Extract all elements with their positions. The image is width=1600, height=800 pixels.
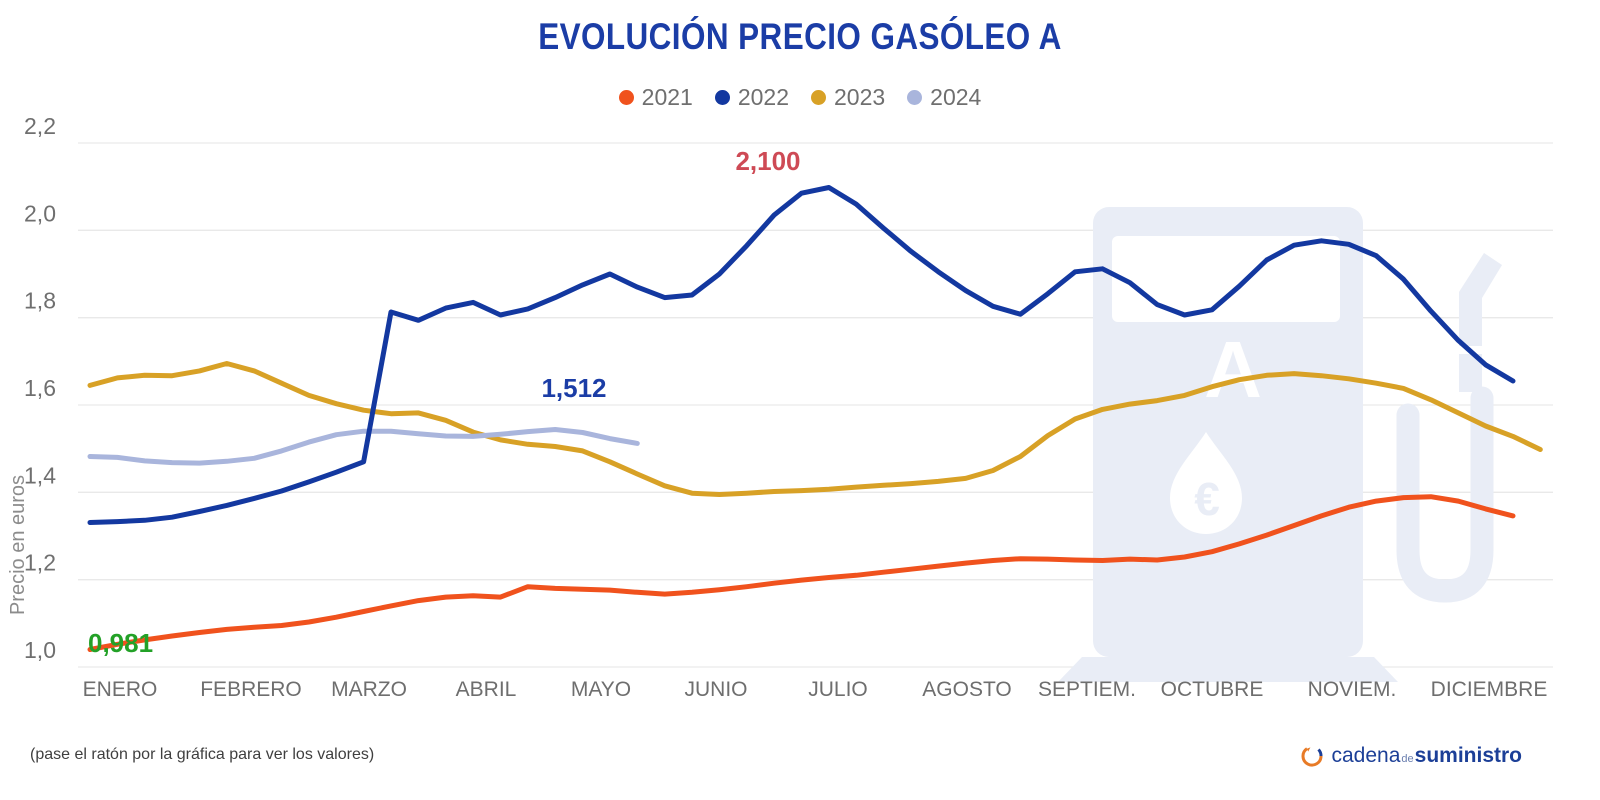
legend-dot-2021	[618, 90, 634, 105]
watermark-pump-base	[1058, 657, 1398, 682]
legend-label-2023: 2023	[834, 84, 886, 110]
y-tick-label-2,2: 2,2	[24, 113, 56, 139]
y-axis-title: Precio en euros	[7, 475, 29, 615]
legend-item-2022[interactable]: 2022	[714, 84, 789, 111]
x-month-label-JUNIO: JUNIO	[685, 678, 748, 701]
chart-legend: 2021 2022 2023 2024	[0, 84, 1600, 111]
x-month-label-JULIO: JULIO	[808, 678, 868, 701]
logo-word-suministro: suministro	[1414, 744, 1522, 767]
x-month-label-ABRIL: ABRIL	[456, 678, 517, 701]
y-tick-label-1,0: 1,0	[24, 637, 56, 663]
watermark-nozzle	[1459, 253, 1502, 346]
y-tick-label-2,0: 2,0	[24, 200, 56, 226]
watermark-pump-screen	[1112, 236, 1340, 322]
plot-area[interactable]	[78, 143, 1553, 667]
x-month-label-DICIEMBRE: DICIEMBRE	[1431, 678, 1548, 701]
watermark-euro-icon: €	[1194, 473, 1220, 525]
x-month-label-SEPTIEM.: SEPTIEM.	[1038, 678, 1136, 701]
y-tick-label-1,6: 1,6	[24, 375, 56, 401]
legend-dot-2023	[811, 90, 826, 105]
annotation-2021-value: 0,981	[88, 628, 153, 658]
watermark-hose	[1396, 386, 1494, 603]
legend-item-2023[interactable]: 2023	[811, 84, 885, 111]
annotation-2022-value: 2,100	[735, 146, 800, 176]
y-tick-label-1,8: 1,8	[24, 288, 56, 314]
x-month-label-NOVIEM.: NOVIEM.	[1308, 678, 1397, 701]
hover-hint-text: (pase el ratón por la gráfica para ver l…	[30, 746, 375, 763]
logo-word-cadena: cadena	[1331, 744, 1401, 767]
x-month-label-AGOSTO: AGOSTO	[922, 678, 1011, 701]
series-line-2023[interactable]	[87, 361, 1543, 497]
page-title-text: EVOLUCIÓN PRECIO GASÓLEO A	[538, 16, 1062, 57]
x-month-label-MARZO: MARZO	[331, 678, 407, 701]
watermark-droplet-icon	[1170, 432, 1242, 534]
legend-label-2021: 2021	[641, 84, 693, 110]
logo-circular-arrows-icon	[1302, 747, 1323, 767]
legend-dot-2022	[714, 90, 730, 105]
annotation-2024-value: 1,512	[541, 373, 606, 403]
legend-item-2024[interactable]: 2024	[907, 84, 981, 111]
series-line-2021[interactable]	[87, 494, 1516, 652]
x-month-label-FEBRERO: FEBRERO	[200, 678, 302, 701]
legend-label-2024: 2024	[930, 84, 982, 110]
legend-label-2022: 2022	[737, 84, 789, 110]
y-tick-label-1,2: 1,2	[24, 550, 56, 576]
series-line-2022[interactable]	[87, 185, 1516, 525]
legend-dot-2024	[907, 90, 923, 105]
series-line-2024[interactable]	[87, 427, 640, 466]
watermark-nozzle-joint	[1459, 354, 1482, 392]
y-tick-label-1,4: 1,4	[24, 462, 56, 488]
watermark-letter-a: A	[1204, 325, 1262, 414]
logo-word-de: de	[1401, 753, 1414, 765]
legend-item-2021[interactable]: 2021	[618, 84, 693, 111]
x-month-label-ENERO: ENERO	[83, 678, 158, 701]
logo-wordmark: cadena de suministro	[1331, 744, 1522, 768]
x-month-label-MAYO: MAYO	[571, 678, 631, 701]
cadena-de-suministro-logo[interactable]: cadena de suministro	[1300, 744, 1522, 768]
line-chart[interactable]: 2,2 2,0 1,8 1,6 1,4 1,2 1,0 Precio en euros A € EN…	[0, 0, 1600, 735]
x-month-label-OCTUBRE: OCTUBRE	[1161, 678, 1264, 701]
page-title: EVOLUCIÓN PRECIO GASÓLEO A	[0, 16, 1600, 58]
